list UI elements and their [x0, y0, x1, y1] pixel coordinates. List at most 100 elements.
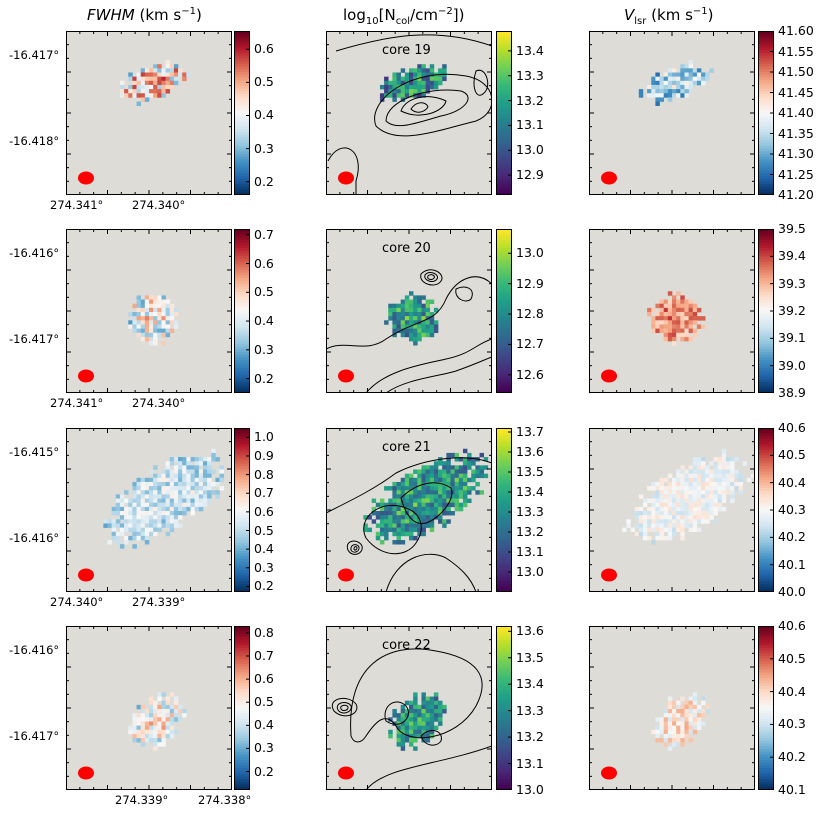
map-pixel	[128, 84, 133, 90]
map-pixel	[672, 531, 677, 537]
colorbar-segment	[234, 626, 250, 630]
colorbar-segment	[758, 151, 774, 155]
map-pixel	[684, 511, 689, 516]
map-pixel	[655, 506, 660, 512]
map-pixel	[153, 481, 158, 487]
map-pixel	[680, 76, 685, 82]
map-pixel	[136, 328, 141, 334]
map-pixel	[371, 519, 377, 524]
colorbar-segment	[758, 430, 774, 434]
colorbar-segment	[758, 324, 774, 328]
map-pixel	[680, 531, 685, 537]
colorbar-segment	[496, 275, 512, 279]
map-pixel	[421, 696, 426, 701]
map-pixel	[136, 494, 141, 499]
map-pixel	[659, 80, 664, 86]
map-pixel	[421, 469, 426, 474]
map-pixel	[450, 481, 455, 487]
map-pixel	[438, 506, 443, 512]
map-pixel	[655, 486, 660, 491]
map-pixel	[413, 502, 418, 508]
map-pixel	[659, 320, 664, 325]
map-pixel	[663, 725, 669, 731]
colorbar-tick-label: 41.20	[778, 187, 814, 202]
map-pixel	[692, 696, 698, 701]
map-pixel	[173, 494, 179, 499]
map-pixel	[672, 84, 677, 90]
colorbar-segment	[496, 501, 512, 506]
map-pixel	[688, 336, 694, 342]
map-pixel	[169, 494, 175, 499]
map-pixel	[688, 700, 694, 706]
map-pixel	[429, 64, 435, 69]
map-pixel	[688, 738, 694, 743]
colorbar-frame	[234, 31, 250, 195]
map-pixel	[446, 477, 451, 483]
map-pixel	[388, 303, 393, 309]
map-pixel	[169, 502, 175, 508]
map-pixel	[425, 481, 431, 487]
map-pixel	[730, 461, 735, 466]
map-pixel	[717, 486, 723, 491]
map-pixel	[692, 80, 698, 86]
map-pixel	[169, 729, 175, 735]
colorbar-segment	[234, 384, 250, 389]
core-label: core 22	[382, 638, 431, 653]
map-pixel	[115, 494, 121, 499]
map-pixel	[684, 709, 689, 714]
map-pixel	[429, 498, 435, 503]
colorbar-segment	[758, 52, 774, 57]
map-pixel	[392, 709, 397, 714]
map-pixel	[388, 89, 393, 94]
colorbar-segment	[758, 556, 774, 560]
map-pixel	[672, 477, 677, 483]
map-pixel	[425, 725, 431, 731]
map-pixel	[202, 494, 208, 499]
map-pixel	[132, 80, 137, 86]
colorbar-segment	[758, 661, 774, 665]
map-pixel	[692, 498, 698, 503]
map-pixel	[140, 324, 146, 329]
map-pixel	[438, 704, 443, 710]
map-pixel	[421, 316, 426, 321]
map-pixel	[692, 729, 698, 735]
map-pixel	[149, 312, 154, 317]
map-pixel	[684, 303, 689, 309]
map-pixel	[680, 336, 685, 342]
colorbar-segment	[758, 672, 774, 676]
vlsr-map	[589, 428, 755, 592]
colorbar-tick-label: 12.6	[516, 366, 544, 382]
map-pixel	[413, 700, 418, 706]
colorbar-segment	[234, 66, 250, 70]
map-pixel	[165, 89, 171, 94]
map-pixel	[655, 498, 660, 503]
colorbar-segment	[758, 738, 774, 742]
map-pixel	[413, 486, 418, 491]
map-pixel	[454, 486, 460, 491]
map-pixel	[663, 312, 669, 317]
map-pixel	[149, 519, 154, 524]
map-pixel	[680, 696, 685, 701]
map-pixel	[483, 457, 489, 462]
map-pixel	[680, 473, 685, 479]
map-pixel	[140, 316, 146, 321]
map-pixel	[153, 93, 158, 98]
map-pixel	[140, 307, 146, 313]
colorbar-segment	[234, 694, 250, 698]
map-pixel	[409, 89, 414, 94]
map-pixel	[667, 320, 673, 325]
map-pixel	[667, 700, 673, 706]
map-pixel	[429, 486, 435, 491]
map-pixel	[429, 316, 435, 321]
map-pixel	[404, 700, 410, 706]
map-pixel	[454, 465, 460, 470]
colorbar-segment	[234, 729, 250, 734]
map-pixel	[409, 481, 414, 487]
colorbar-segment	[758, 746, 774, 750]
map-pixel	[140, 535, 146, 541]
map-pixel	[153, 527, 158, 533]
beam-ellipse	[338, 171, 354, 185]
map-pixel	[462, 477, 468, 483]
map-pixel	[701, 515, 706, 520]
colorbar-segment	[496, 123, 512, 128]
